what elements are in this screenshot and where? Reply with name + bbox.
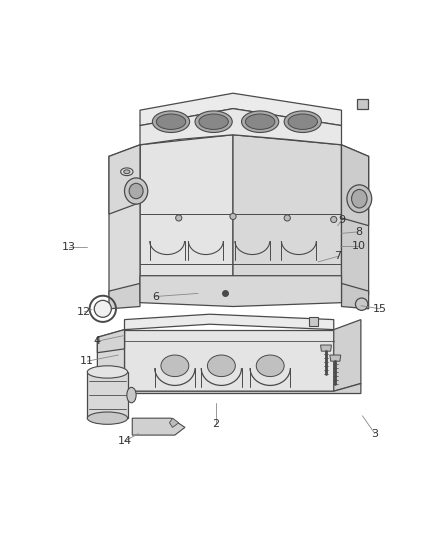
Ellipse shape (195, 111, 232, 133)
Ellipse shape (284, 215, 290, 221)
Text: 2: 2 (212, 419, 219, 429)
Polygon shape (330, 355, 341, 361)
Polygon shape (233, 135, 342, 287)
Polygon shape (140, 93, 342, 126)
Ellipse shape (152, 111, 190, 133)
Text: 10: 10 (352, 241, 366, 252)
Ellipse shape (208, 355, 235, 377)
Ellipse shape (331, 216, 337, 223)
Text: 7: 7 (334, 252, 341, 262)
Polygon shape (132, 418, 185, 435)
Polygon shape (124, 314, 334, 329)
Polygon shape (342, 145, 369, 225)
Ellipse shape (356, 298, 368, 310)
Ellipse shape (256, 355, 284, 377)
Polygon shape (140, 276, 342, 306)
Ellipse shape (120, 168, 133, 175)
Text: 3: 3 (371, 429, 378, 439)
FancyBboxPatch shape (357, 99, 368, 109)
Polygon shape (109, 145, 140, 295)
Ellipse shape (245, 114, 275, 130)
Text: 13: 13 (62, 242, 76, 252)
Ellipse shape (124, 170, 130, 174)
Polygon shape (97, 384, 361, 393)
Text: 12: 12 (77, 307, 91, 317)
Text: 6: 6 (152, 292, 159, 302)
Polygon shape (97, 329, 124, 391)
Ellipse shape (94, 301, 111, 317)
Ellipse shape (241, 111, 279, 133)
Polygon shape (87, 372, 127, 418)
Ellipse shape (124, 178, 148, 204)
Ellipse shape (284, 111, 321, 133)
Ellipse shape (129, 183, 143, 199)
Ellipse shape (156, 114, 186, 130)
Text: 8: 8 (355, 227, 362, 237)
Ellipse shape (352, 189, 367, 208)
Ellipse shape (87, 412, 127, 424)
FancyBboxPatch shape (309, 317, 318, 326)
Text: 11: 11 (80, 356, 94, 366)
Ellipse shape (199, 114, 228, 130)
Polygon shape (97, 329, 124, 353)
Polygon shape (140, 109, 342, 145)
Ellipse shape (87, 366, 127, 378)
Ellipse shape (176, 215, 182, 221)
Polygon shape (321, 345, 332, 351)
Polygon shape (109, 284, 140, 309)
Polygon shape (170, 418, 179, 427)
Text: 14: 14 (117, 436, 131, 446)
Ellipse shape (288, 114, 318, 130)
Polygon shape (124, 329, 334, 391)
Text: 9: 9 (338, 215, 345, 225)
Polygon shape (109, 145, 140, 214)
Ellipse shape (161, 355, 189, 377)
Text: 15: 15 (373, 304, 387, 314)
Polygon shape (342, 145, 369, 295)
Ellipse shape (347, 185, 372, 213)
Text: 4: 4 (94, 336, 101, 346)
Polygon shape (140, 135, 233, 287)
Ellipse shape (230, 213, 236, 220)
Ellipse shape (127, 387, 136, 403)
Polygon shape (334, 320, 361, 391)
Polygon shape (342, 284, 369, 309)
